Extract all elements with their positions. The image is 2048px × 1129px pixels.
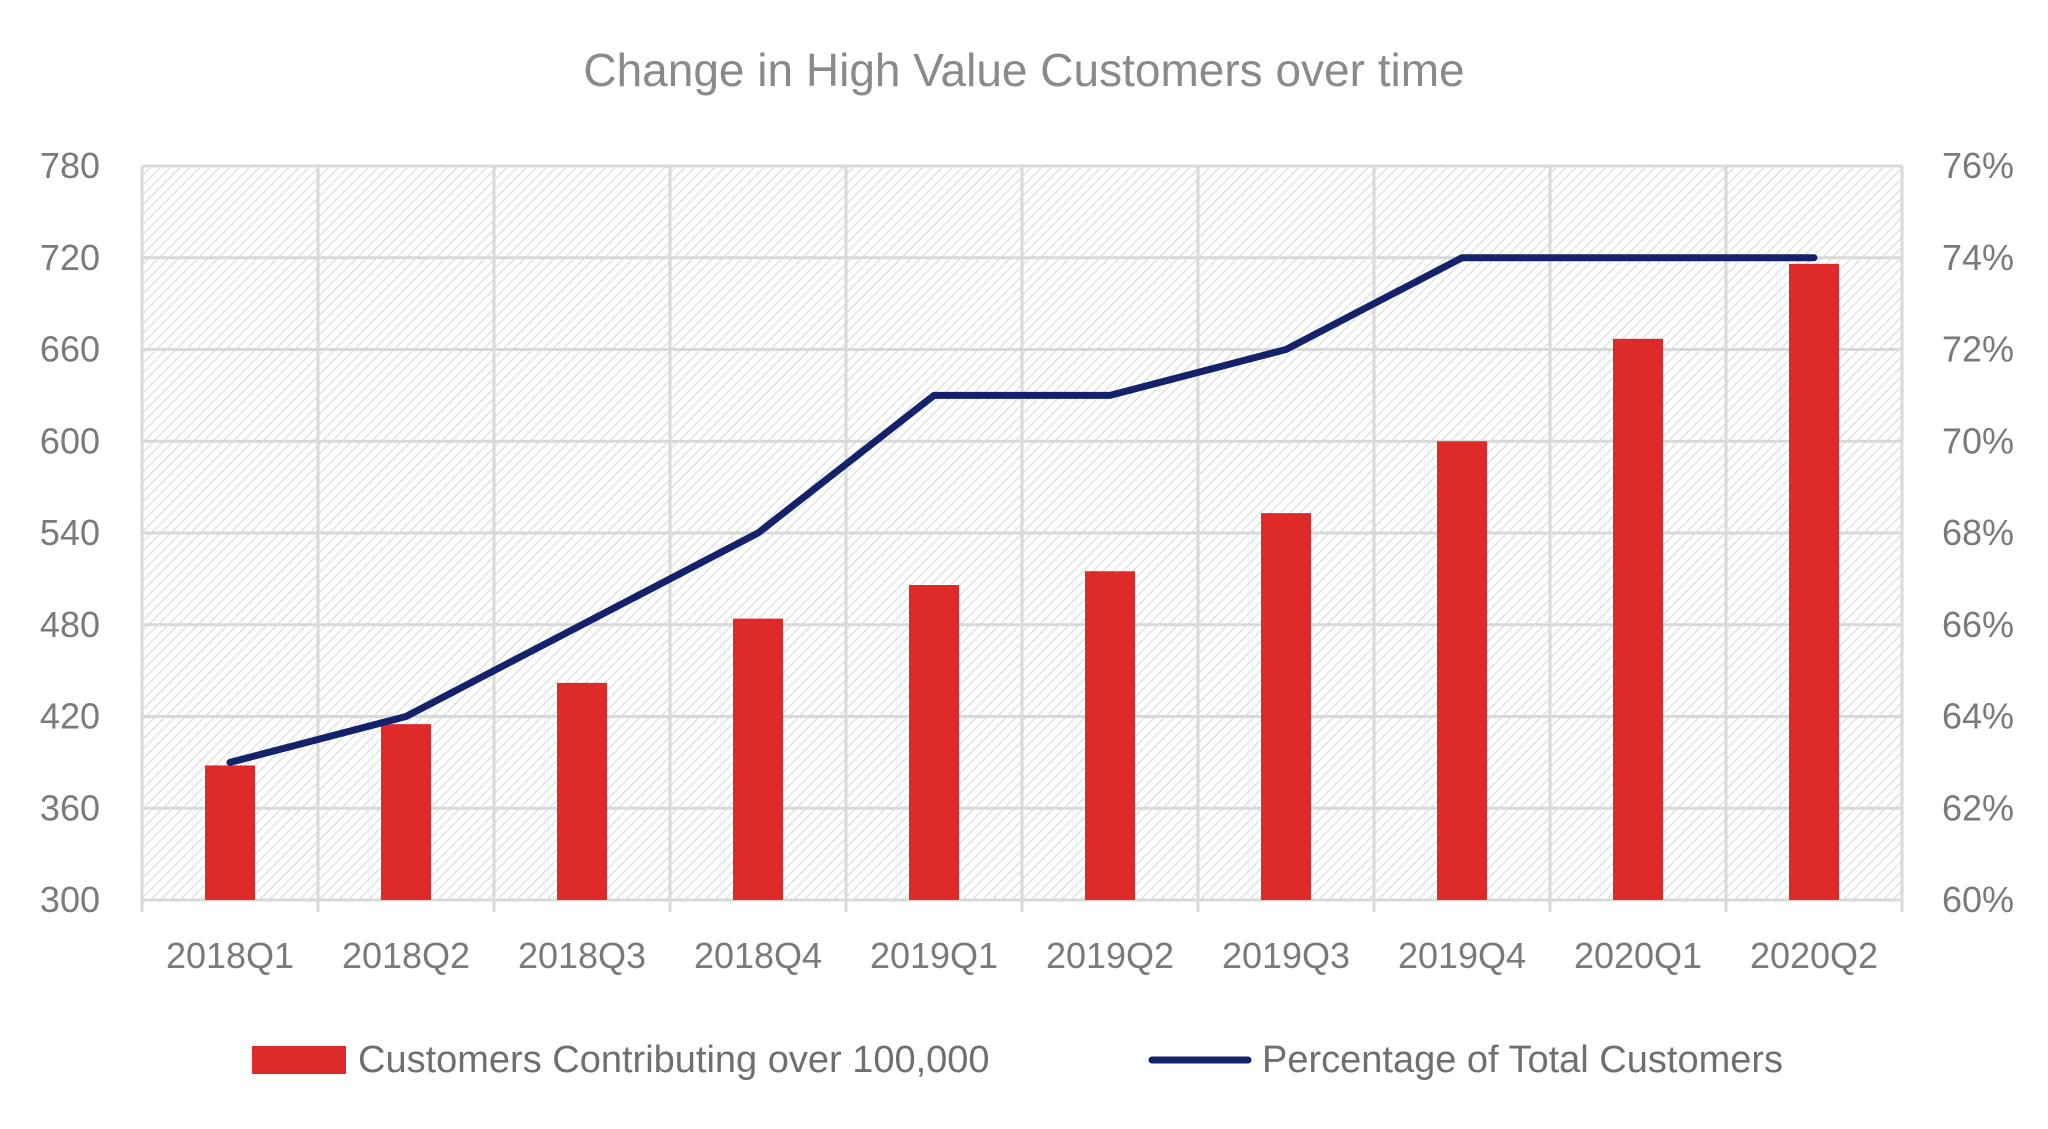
left-axis-tick-label: 660 xyxy=(40,329,100,370)
grid-lines xyxy=(140,164,1904,912)
bar xyxy=(557,682,607,900)
x-axis-tick-label: 2018Q1 xyxy=(166,935,294,976)
x-axis-tick-label: 2018Q4 xyxy=(694,935,822,976)
legend-line-label: Percentage of Total Customers xyxy=(1262,1039,1783,1081)
left-axis-tick-label: 600 xyxy=(40,420,100,461)
line-series xyxy=(226,254,1818,766)
x-axis-tick-label: 2019Q3 xyxy=(1222,935,1350,976)
right-axis-tick-label: 68% xyxy=(1942,512,2014,553)
right-axis-tick-label: 70% xyxy=(1942,420,2014,461)
left-axis-tick-label: 720 xyxy=(40,237,100,278)
right-axis-tick-label: 64% xyxy=(1942,696,2014,737)
x-axis-tick-label: 2018Q3 xyxy=(518,935,646,976)
left-axis-tick-label: 480 xyxy=(40,604,100,645)
bar xyxy=(381,724,431,900)
bar xyxy=(205,765,255,900)
bar xyxy=(733,618,783,900)
bar xyxy=(1085,571,1135,900)
bar xyxy=(1789,263,1839,900)
left-axis-tick-label: 420 xyxy=(40,696,100,737)
bar-series xyxy=(205,263,1839,900)
chart-title: Change in High Value Customers over time xyxy=(583,44,1464,96)
left-axis-tick-label: 300 xyxy=(40,879,100,920)
right-axis-tick-label: 74% xyxy=(1942,237,2014,278)
bar xyxy=(1613,338,1663,900)
x-axis-tick-label: 2018Q2 xyxy=(342,935,470,976)
right-axis-tick-label: 60% xyxy=(1942,879,2014,920)
left-axis-tick-label: 780 xyxy=(40,145,100,186)
right-axis-tick-label: 66% xyxy=(1942,604,2014,645)
x-axis-tick-label: 2019Q1 xyxy=(870,935,998,976)
right-axis-tick-label: 72% xyxy=(1942,329,2014,370)
axes: 300 360 420 480 540 600 660 720 780 60% 62% 64% 66% 6… xyxy=(40,145,2014,976)
legend: Customers Contributing over 100,000 Perce… xyxy=(252,1039,1783,1081)
left-axis-tick-label: 360 xyxy=(40,787,100,828)
bar xyxy=(909,584,959,900)
series-line xyxy=(226,254,1818,766)
legend-bar-label: Customers Contributing over 100,000 xyxy=(358,1039,990,1081)
legend-bar-swatch xyxy=(252,1046,346,1074)
left-axis-tick-label: 540 xyxy=(40,512,100,553)
x-axis-tick-label: 2019Q2 xyxy=(1046,935,1174,976)
x-axis-tick-label: 2020Q2 xyxy=(1750,935,1878,976)
bar xyxy=(1437,441,1487,900)
bar xyxy=(1261,513,1311,900)
right-axis-tick-label: 76% xyxy=(1942,145,2014,186)
right-axis-tick-label: 62% xyxy=(1942,787,2014,828)
x-axis-tick-label: 2020Q1 xyxy=(1574,935,1702,976)
x-axis-tick-label: 2019Q4 xyxy=(1398,935,1526,976)
